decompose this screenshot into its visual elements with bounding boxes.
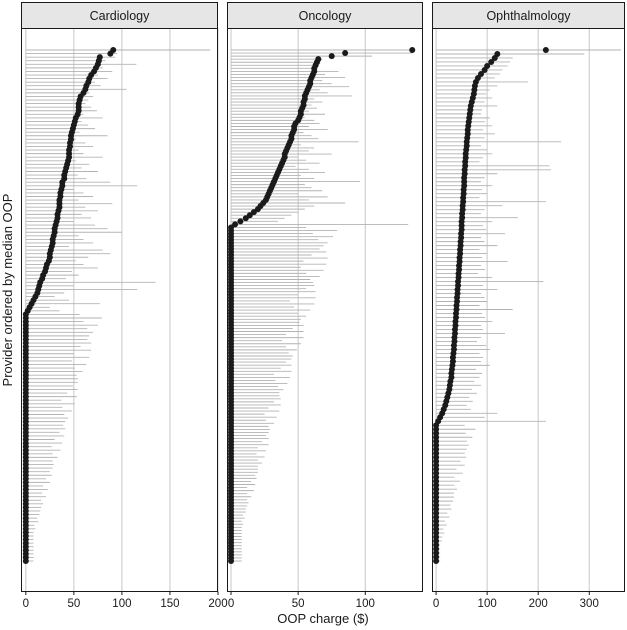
median-point	[22, 558, 29, 564]
median-point	[491, 54, 498, 61]
x-tick-label: 0	[433, 598, 439, 610]
panel-border	[432, 28, 625, 592]
x-tick-label: 150	[160, 598, 179, 610]
median-point	[433, 558, 440, 564]
x-tick-label: 300	[580, 598, 599, 610]
median-point	[342, 50, 349, 57]
panel-strip	[21, 2, 218, 29]
median-point	[107, 50, 114, 57]
x-tick-label: 50	[67, 598, 80, 610]
panel-title: Cardiology	[90, 9, 151, 23]
panel-oncology: Oncology 0 50 100	[227, 2, 423, 610]
panel-ophthalmology: Ophthalmology 0 100 200 300	[432, 2, 625, 610]
median-point	[228, 558, 235, 564]
x-tick-label: 100	[112, 598, 131, 610]
panel-border	[227, 28, 423, 592]
panel-title: Ophthalmology	[486, 9, 571, 23]
x-tick-label: 200	[529, 598, 548, 610]
median-point	[328, 53, 335, 60]
panel-border	[21, 28, 218, 592]
median-point	[237, 218, 244, 225]
y-axis-label: Provider ordered by median OOP	[0, 194, 15, 387]
x-tick-label: 50	[292, 598, 305, 610]
x-tick-label: 200	[208, 598, 227, 610]
x-tick-label: 100	[478, 598, 497, 610]
x-tick-label: 0	[23, 598, 29, 610]
x-tick-label: 0	[228, 598, 234, 610]
x-axis-label: OOP charge ($)	[277, 611, 369, 626]
median-point	[488, 58, 495, 65]
median-point	[242, 215, 249, 222]
median-point	[481, 66, 488, 73]
x-tick-label: 100	[356, 598, 375, 610]
panel-title: Oncology	[299, 9, 353, 23]
median-point	[542, 47, 549, 53]
panel-cardiology: Cardiology 0 50 100 150 200	[21, 2, 228, 610]
median-point	[409, 47, 416, 53]
